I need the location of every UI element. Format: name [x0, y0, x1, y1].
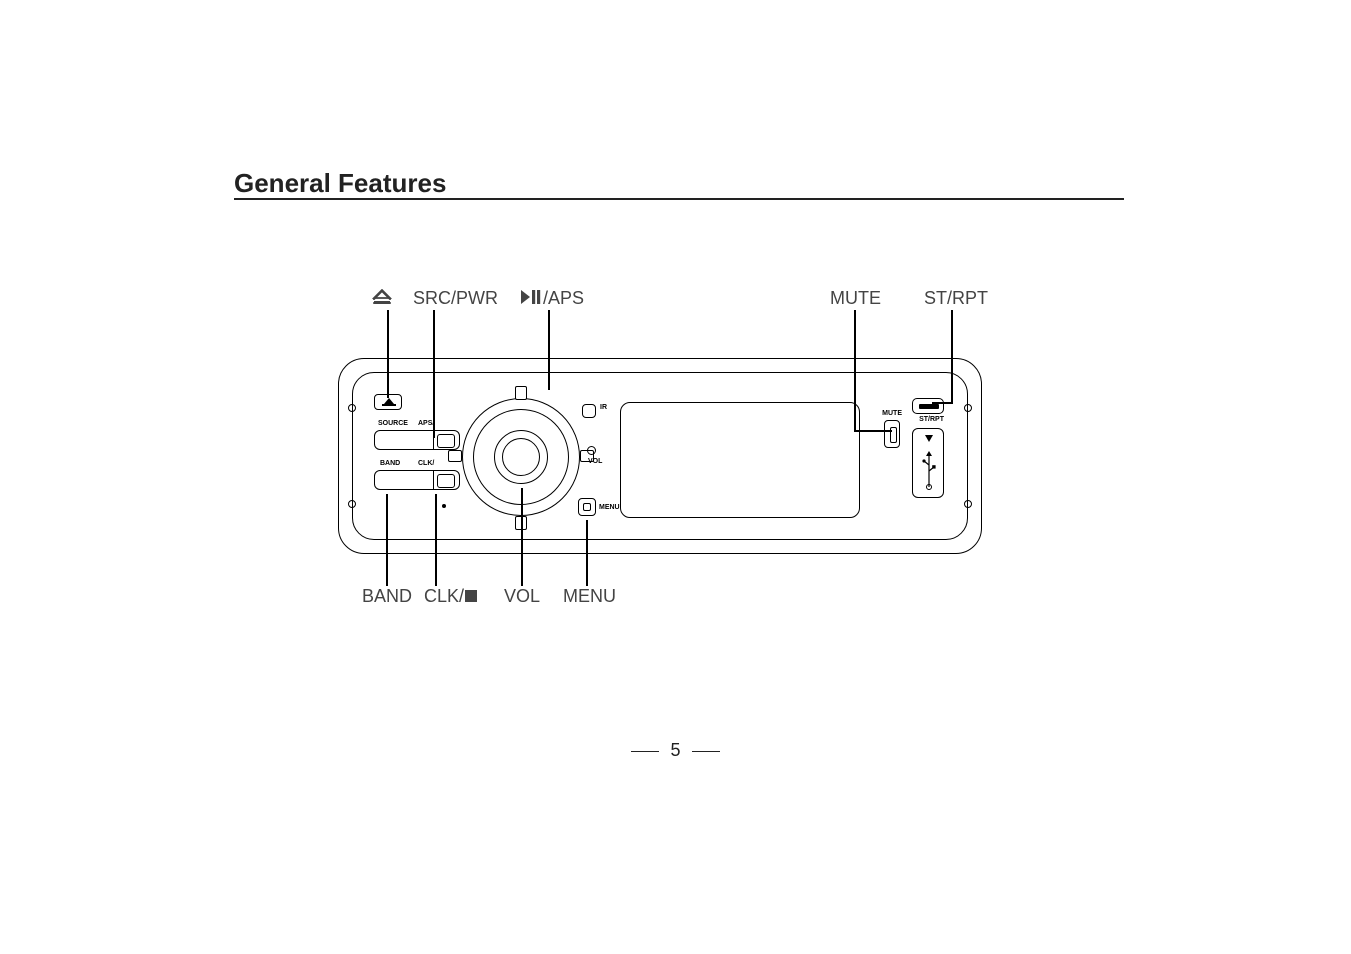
- label-st-rpt: ST/RPT: [919, 416, 944, 423]
- page-number: 5: [670, 740, 680, 760]
- callout-src-pwr: SRC/PWR: [413, 288, 498, 309]
- leader-line: [435, 494, 437, 586]
- callout-band: BAND: [362, 586, 412, 607]
- eject-icon: [372, 289, 392, 310]
- volume-knob: [494, 430, 548, 484]
- ir-sensor: [582, 404, 596, 418]
- screw-icon: [964, 404, 972, 412]
- usb-icon: [922, 451, 936, 491]
- page-footer: 5: [0, 740, 1351, 761]
- mic-dot: [442, 504, 446, 508]
- screw-icon: [348, 500, 356, 508]
- screw-icon: [348, 404, 356, 412]
- callout-st-rpt: ST/RPT: [924, 288, 988, 309]
- source-aps-buttons: [374, 430, 460, 450]
- callout-aps: /APS: [521, 288, 584, 310]
- callout-menu: MENU: [563, 586, 616, 607]
- callout-aps-text: /APS: [543, 288, 584, 308]
- play-pause-icon: [521, 289, 543, 310]
- label-aps: APS/: [418, 420, 434, 427]
- stop-icon: [464, 587, 478, 608]
- reset-hole: [587, 446, 596, 455]
- dash-icon: [692, 751, 720, 752]
- band-clk-buttons: [374, 470, 460, 490]
- ring-button-up: [515, 386, 527, 400]
- media-slot: [912, 428, 944, 498]
- insert-arrow-icon: [925, 435, 933, 442]
- section-heading: General Features: [234, 168, 446, 199]
- eject-button: [374, 394, 402, 410]
- label-band: BAND: [380, 460, 400, 467]
- screw-icon: [964, 500, 972, 508]
- callout-mute: MUTE: [830, 288, 881, 309]
- label-vol: VOL: [588, 458, 602, 465]
- leader-line: [386, 494, 388, 586]
- callout-clk-text: CLK/: [424, 586, 464, 606]
- menu-button: [578, 498, 596, 516]
- manual-page: General Features SRC/PWR /APS MUTE ST/RP…: [0, 0, 1351, 954]
- callout-vol: VOL: [504, 586, 540, 607]
- ring-button-left: [448, 450, 462, 462]
- dash-icon: [631, 751, 659, 752]
- usb-port: [912, 398, 944, 414]
- leader-line: [521, 488, 523, 586]
- device-display: [620, 402, 860, 518]
- label-ir: IR: [600, 404, 607, 411]
- mute-button: [884, 420, 900, 448]
- heading-rule: [234, 198, 1124, 200]
- label-source: SOURCE: [378, 420, 408, 427]
- label-mute: MUTE: [882, 410, 902, 417]
- leader-line: [586, 520, 588, 586]
- callout-clk: CLK/: [424, 586, 478, 608]
- label-menu: MENU: [599, 504, 620, 511]
- callout-eject: [372, 288, 392, 310]
- label-clk: CLK/: [418, 460, 434, 467]
